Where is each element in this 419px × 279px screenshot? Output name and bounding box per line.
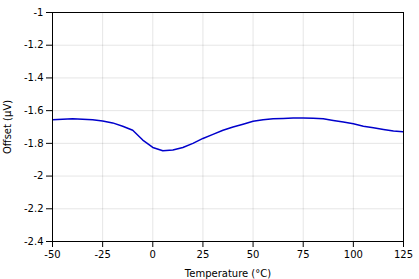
svg-text:25: 25 <box>197 249 210 260</box>
svg-text:-1.4: -1.4 <box>24 72 44 83</box>
svg-text:-25: -25 <box>94 249 110 260</box>
svg-text:-2: -2 <box>34 170 44 181</box>
svg-text:-2.2: -2.2 <box>24 203 44 214</box>
svg-text:Offset (μV): Offset (μV) <box>2 100 13 154</box>
svg-text:Temperature (°C): Temperature (°C) <box>184 268 271 279</box>
svg-text:0: 0 <box>150 249 156 260</box>
svg-text:-1: -1 <box>34 7 44 18</box>
svg-text:75: 75 <box>297 249 310 260</box>
svg-text:-1.8: -1.8 <box>24 138 44 149</box>
svg-text:-50: -50 <box>44 249 60 260</box>
svg-text:-2.4: -2.4 <box>24 236 44 247</box>
svg-text:100: 100 <box>344 249 363 260</box>
svg-text:50: 50 <box>247 249 260 260</box>
svg-text:-1.6: -1.6 <box>24 105 44 116</box>
svg-text:125: 125 <box>394 249 413 260</box>
svg-text:-1.2: -1.2 <box>24 39 44 50</box>
